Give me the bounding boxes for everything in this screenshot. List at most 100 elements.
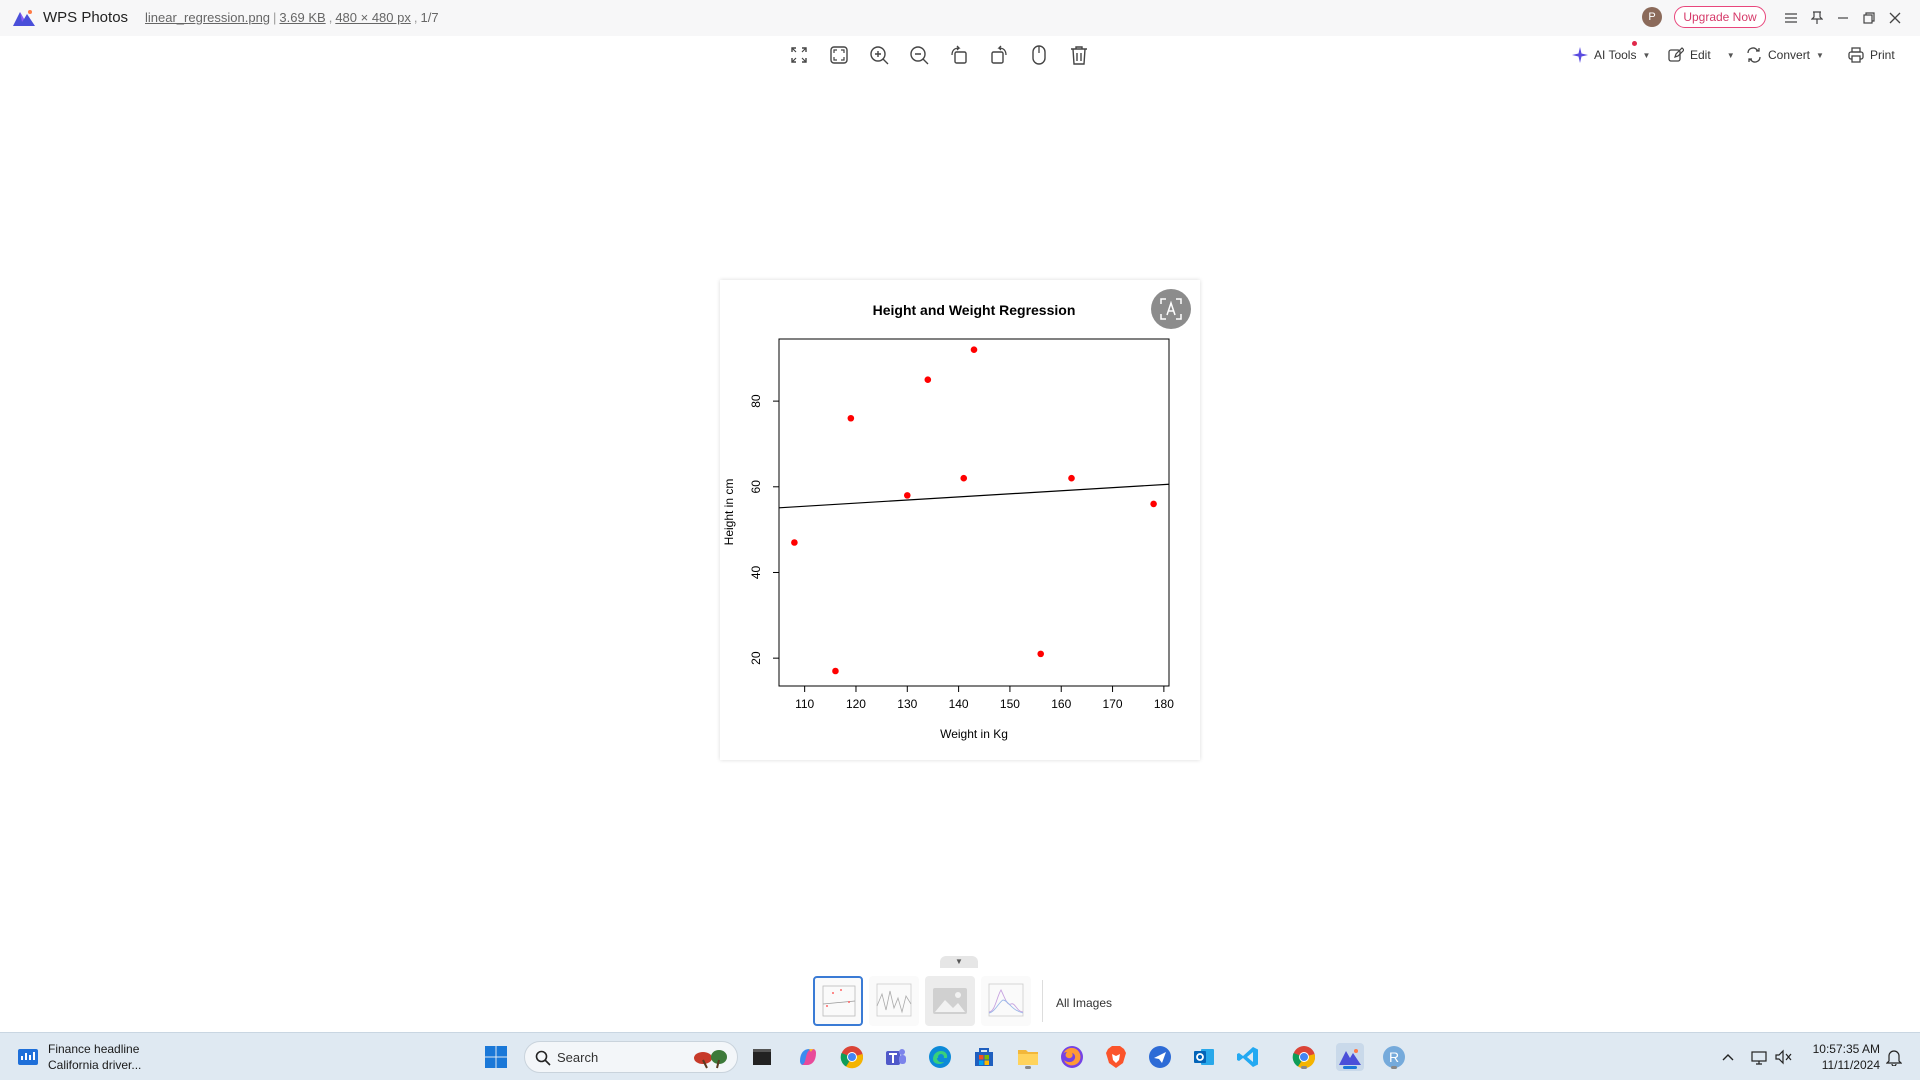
taskbar-mail-app[interactable] <box>1146 1043 1174 1071</box>
plot-frame <box>778 338 1170 687</box>
image-position: 1/7 <box>420 10 439 25</box>
user-avatar[interactable]: P <box>1642 7 1662 27</box>
speaker-muted-icon <box>1775 1049 1792 1065</box>
data-point <box>1150 500 1157 508</box>
y-tick-label: 20 <box>749 651 763 665</box>
taskbar-chrome-profile[interactable] <box>1290 1043 1318 1071</box>
app-name: WPS Photos <box>43 9 129 26</box>
data-point <box>1068 474 1075 482</box>
print-button[interactable]: Print <box>1848 45 1895 65</box>
file-size-link[interactable]: 3.69 KB <box>279 10 326 25</box>
collapse-strip-button[interactable]: ▼ <box>940 956 978 968</box>
data-point <box>924 376 932 383</box>
network-status-button[interactable] <box>1750 1047 1770 1067</box>
folder-icon <box>1018 1050 1038 1065</box>
taskbar-store[interactable] <box>970 1043 998 1071</box>
thumbnail-3[interactable] <box>925 976 975 1026</box>
edit-icon <box>1668 47 1684 62</box>
fullscreen-icon <box>791 47 807 63</box>
wps-photos-window: WPS Photos linear_regression.png | 3.69 KB… <box>0 0 1920 1026</box>
title-bar: WPS Photos linear_regression.png | 3.69 KB… <box>0 0 1920 36</box>
ai-tools-menu[interactable]: AI Tools ▼ <box>1572 41 1651 65</box>
rotate-left-button[interactable] <box>947 43 971 67</box>
y-tick-label: 80 <box>749 394 763 408</box>
file-info: linear_regression.png | 3.69 KB, 480 × 480 … <box>145 10 439 25</box>
fit-window-button[interactable] <box>827 43 851 67</box>
taskbar-file-explorer[interactable] <box>1014 1043 1042 1071</box>
running-indicator <box>1301 1066 1307 1069</box>
copilot-icon <box>800 1049 816 1065</box>
taskbar-terminal[interactable] <box>748 1043 776 1071</box>
x-tick-label: 120 <box>846 697 866 711</box>
ocr-text-recognition-button[interactable] <box>1151 289 1191 329</box>
minimize-button[interactable] <box>1832 7 1854 29</box>
news-widget[interactable]: Finance headline California driver... <box>16 1041 141 1073</box>
file-name-link[interactable]: linear_regression.png <box>145 10 271 25</box>
svg-text:R: R <box>1389 1049 1399 1065</box>
thumbnail-1[interactable] <box>813 976 863 1026</box>
zoom-out-button[interactable] <box>907 43 931 67</box>
dimensions-link[interactable]: 480 × 480 px <box>335 10 411 25</box>
rotate-left-icon <box>951 45 967 64</box>
widget-title: Finance headline <box>48 1042 140 1056</box>
convert-menu[interactable]: Convert ▼ <box>1746 45 1824 65</box>
pin-button[interactable] <box>1806 7 1828 29</box>
system-clock[interactable]: 10:57:35 AM 11/11/2024 <box>1800 1041 1880 1073</box>
taskbar-teams[interactable] <box>882 1043 910 1071</box>
taskbar-copilot[interactable] <box>794 1043 822 1071</box>
restore-icon <box>1863 12 1875 24</box>
zoom-in-button[interactable] <box>867 43 891 67</box>
chevron-down-icon: ▼ <box>1642 50 1651 60</box>
taskbar-wps-photos[interactable] <box>1336 1043 1364 1071</box>
taskbar-search-input[interactable]: Search <box>524 1041 738 1073</box>
outlook-icon <box>1194 1049 1214 1065</box>
taskbar-firefox[interactable] <box>1058 1043 1086 1071</box>
rotate-right-icon <box>991 45 1007 64</box>
chevron-up-icon <box>1722 1054 1734 1061</box>
displayed-image[interactable]: Height and Weight Regression 110 120 130 140… <box>720 280 1200 760</box>
y-tick-label: 60 <box>749 480 763 494</box>
mouse-icon <box>1032 45 1046 65</box>
rotate-right-button[interactable] <box>987 43 1011 67</box>
taskbar-r-app[interactable]: R <box>1380 1043 1408 1071</box>
taskbar-vscode[interactable] <box>1234 1043 1262 1071</box>
widget-subtitle: California driver... <box>48 1058 142 1072</box>
thumbnail-4[interactable] <box>981 976 1031 1026</box>
zoom-in-icon <box>870 46 889 65</box>
taskbar-brave[interactable] <box>1102 1043 1130 1071</box>
taskbar-chrome[interactable] <box>838 1043 866 1071</box>
delete-icon <box>1071 46 1087 65</box>
active-indicator <box>1343 1066 1357 1069</box>
ai-tools-notification-dot <box>1632 41 1637 46</box>
pin-icon <box>1811 11 1823 24</box>
fullscreen-button[interactable] <box>787 43 811 67</box>
y-tick-label: 40 <box>749 565 763 579</box>
taskbar-outlook[interactable] <box>1190 1043 1218 1071</box>
delete-button[interactable] <box>1067 43 1091 67</box>
windows-logo-icon <box>485 1046 507 1068</box>
all-images-link[interactable]: All Images <box>1056 996 1113 1010</box>
show-hidden-icons-button[interactable] <box>1718 1047 1738 1067</box>
edit-menu[interactable]: Edit ▼ <box>1668 45 1735 65</box>
upgrade-now-button[interactable]: Upgrade Now <box>1674 6 1766 28</box>
taskbar-edge[interactable] <box>926 1043 954 1071</box>
close-button[interactable] <box>1884 7 1906 29</box>
chart-title: Height and Weight Regression <box>873 302 1076 318</box>
start-button[interactable] <box>482 1043 510 1071</box>
data-point <box>970 346 978 354</box>
chevron-down-icon: ▼ <box>1726 50 1735 60</box>
volume-button[interactable] <box>1774 1047 1794 1067</box>
hamburger-menu-icon <box>1785 13 1797 23</box>
restore-button[interactable] <box>1858 7 1880 29</box>
thumbnail-2[interactable] <box>869 976 919 1026</box>
chrome-icon <box>840 1046 864 1069</box>
image-placeholder-icon <box>933 988 967 1014</box>
caret-down-icon: ▼ <box>955 957 963 966</box>
notifications-button[interactable] <box>1884 1047 1904 1067</box>
mouse-wheel-mode-button[interactable] <box>1027 43 1051 67</box>
bell-icon <box>1886 1050 1902 1066</box>
windows-taskbar: Finance headline California driver... Se… <box>0 1032 1920 1080</box>
menu-button[interactable] <box>1780 7 1802 29</box>
close-icon <box>1889 12 1901 24</box>
data-point <box>832 667 839 675</box>
